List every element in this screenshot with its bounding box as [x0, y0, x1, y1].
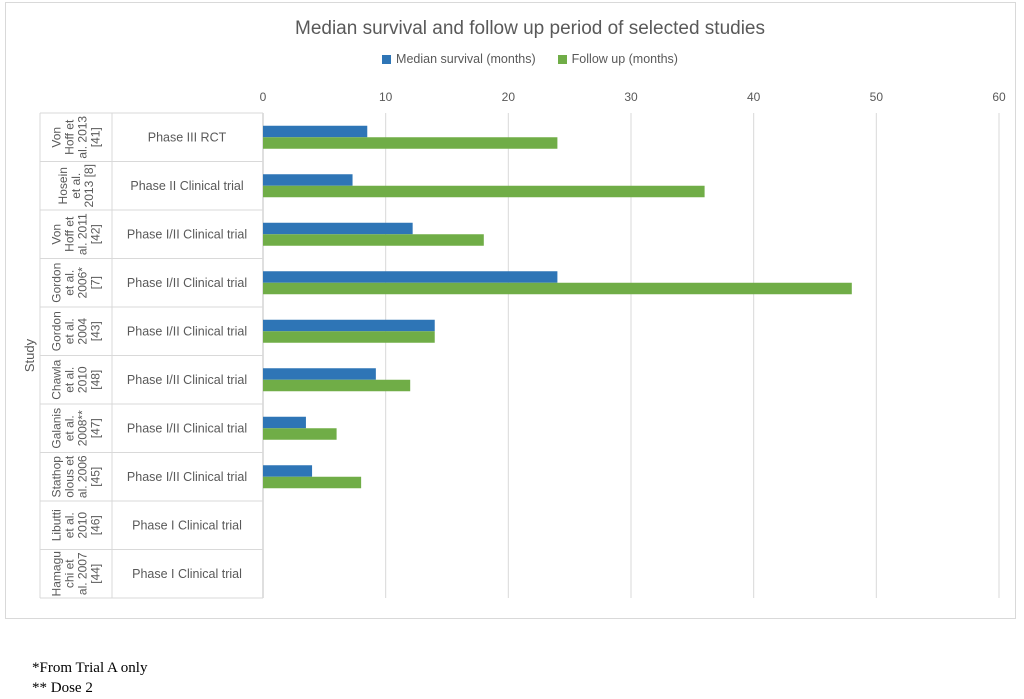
study-label-line: 2006*	[76, 267, 90, 299]
study-label-line: 2004	[76, 318, 90, 345]
study-label: VonHoff etal. 2013[41]	[50, 116, 103, 159]
bar-median-survival	[263, 319, 435, 332]
x-tick-label: 30	[624, 90, 638, 104]
legend-swatch-median-survival	[382, 54, 392, 64]
study-label-line: 2010	[76, 512, 90, 539]
bar-follow-up	[263, 476, 362, 489]
x-tick-label: 40	[747, 90, 761, 104]
bar-follow-up	[263, 234, 484, 246]
y-axis-title: Study	[22, 338, 37, 372]
phase-label: Phase II Clinical trial	[130, 179, 243, 193]
legend-label-follow-up: Follow up (months)	[571, 52, 678, 66]
bar-median-survival	[263, 271, 558, 283]
study-label: VonHoff etal. 2011[42]	[50, 213, 103, 255]
bar-follow-up	[263, 137, 558, 149]
study-label-line: Hosein	[56, 167, 70, 204]
study-label: Stathopolous etal. 2006[45]	[50, 455, 103, 498]
study-label-line: Gordon	[50, 311, 64, 351]
bar-follow-up	[263, 185, 705, 198]
study-label: Chawlaet al.2010[48]	[50, 359, 103, 399]
legend-label-median-survival: Median survival (months)	[396, 52, 536, 66]
phase-label: Phase I Clinical trial	[132, 567, 242, 581]
study-label-line: [42]	[89, 224, 103, 244]
phase-label: Phase I/II Clinical trial	[127, 470, 247, 484]
study-label-line: Von	[50, 127, 64, 148]
study-label-line: al. 2011	[76, 213, 90, 255]
phase-label: Phase I/II Clinical trial	[127, 373, 247, 387]
study-label-line: et al.	[63, 512, 77, 538]
study-label-line: 2008**	[76, 410, 90, 446]
study-label-line: [41]	[89, 127, 103, 147]
study-label-line: Von	[50, 224, 64, 245]
study-label-line: Galanis	[50, 408, 64, 449]
study-label-line: chi et	[63, 559, 77, 588]
phase-label: Phase III RCT	[148, 130, 227, 144]
study-label-line: al. 2007	[76, 552, 90, 595]
study-label: Gordonet al.2004[43]	[50, 311, 103, 351]
study-label-line: et al.	[63, 318, 77, 344]
chart-frame	[5, 2, 1016, 619]
footnote-dose-2: ** Dose 2	[32, 680, 93, 696]
bar-median-survival	[263, 465, 313, 477]
footnote-trial-a: *From Trial A only	[32, 660, 148, 676]
study-label-line: [47]	[89, 418, 103, 438]
footnotes: *From Trial A only ** Dose 2	[32, 658, 147, 698]
study-label-line: [48]	[89, 370, 103, 390]
study-label: Gordonet al.2006*[7]	[50, 263, 103, 303]
study-label-line: et al.	[69, 173, 83, 199]
bar-follow-up	[263, 379, 411, 392]
bar-follow-up	[263, 331, 435, 343]
bar-median-survival	[263, 368, 376, 380]
study-label-line: [7]	[89, 276, 103, 289]
study-label-line: olous et	[63, 455, 77, 498]
study-label-line: 2010	[76, 366, 90, 393]
study-label-line: 2013 [8]	[82, 164, 96, 207]
study-label-line: Libutti	[50, 509, 64, 541]
study-label-line: Hoff et	[63, 119, 77, 155]
study-label-line: Chawla	[50, 359, 64, 399]
bar-median-survival	[263, 125, 368, 138]
phase-label: Phase I Clinical trial	[132, 518, 242, 532]
legend-swatch-follow-up	[557, 54, 567, 64]
study-label-line: [44]	[89, 564, 103, 584]
study-label: Libuttiet al.2010[46]	[50, 509, 103, 541]
study-label-line: al. 2013	[76, 116, 90, 159]
x-tick-label: 0	[260, 90, 267, 104]
legend-item-follow-up: Follow up (months)	[557, 52, 678, 66]
legend: Median survival (months) Follow up (mont…	[0, 52, 1024, 66]
x-tick-label: 50	[870, 90, 884, 104]
bar-median-survival	[263, 416, 306, 429]
chart-title: Median survival and follow up period of …	[295, 18, 765, 39]
study-label-line: et al.	[63, 270, 77, 296]
phase-label: Phase I/II Clinical trial	[127, 421, 247, 435]
study-label-line: et al.	[63, 415, 77, 441]
study-label-line: [45]	[89, 467, 103, 487]
study-label-line: et al.	[63, 367, 77, 393]
x-tick-label: 10	[379, 90, 393, 104]
phase-label: Phase I/II Clinical trial	[127, 276, 247, 290]
bar-median-survival	[263, 222, 413, 235]
study-label-line: [46]	[89, 515, 103, 535]
bar-median-survival	[263, 174, 353, 186]
bar-follow-up	[263, 428, 337, 440]
phase-label: Phase I/II Clinical trial	[127, 324, 247, 338]
study-label-line: Gordon	[50, 263, 64, 303]
x-tick-label: 20	[502, 90, 516, 104]
study-label-line: al. 2006	[76, 455, 90, 498]
study-label: Galaniset al.2008**[47]	[50, 408, 103, 449]
bar-follow-up	[263, 282, 852, 295]
legend-item-median-survival: Median survival (months)	[382, 52, 536, 66]
phase-label: Phase I/II Clinical trial	[127, 227, 247, 241]
x-tick-label: 60	[992, 90, 1006, 104]
study-label: Hamaguchi etal. 2007[44]	[50, 551, 103, 596]
study-label-line: [43]	[89, 321, 103, 341]
study-label-line: Stathop	[50, 456, 64, 498]
study-label: Hoseinet al.2013 [8]	[56, 164, 96, 207]
study-label-line: Hamagu	[50, 551, 64, 596]
study-label-line: Hoff et	[63, 216, 77, 252]
